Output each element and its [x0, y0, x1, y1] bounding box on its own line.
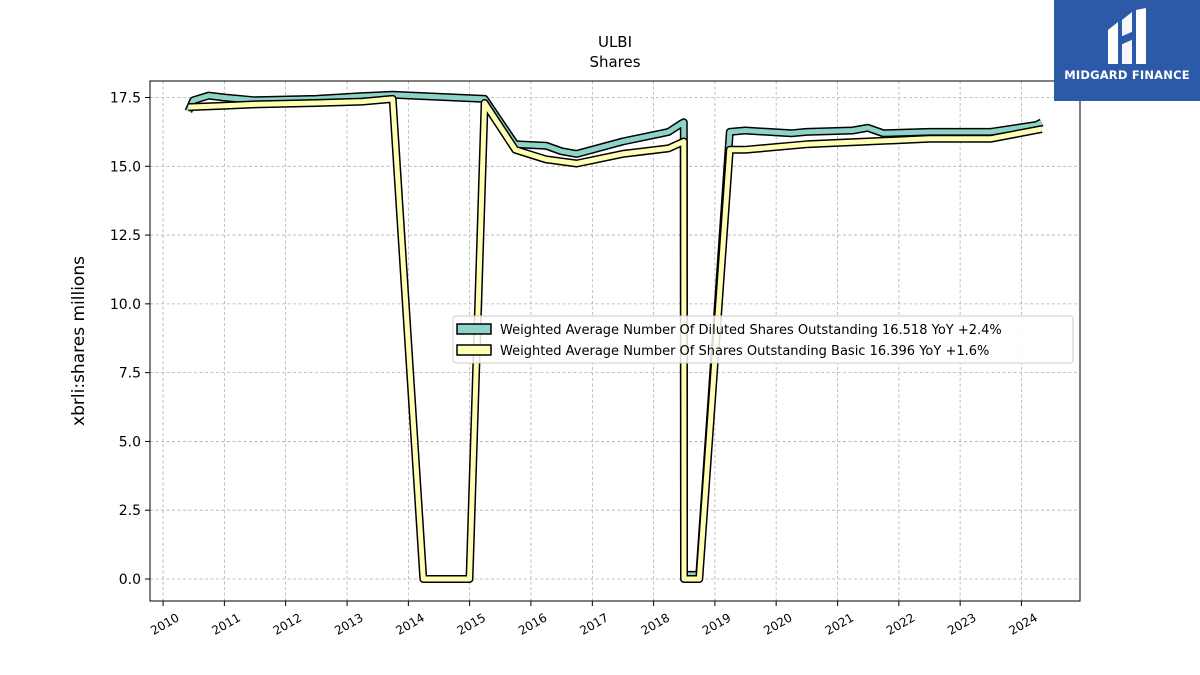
y-tick-label: 12.5 [110, 228, 141, 244]
y-tick-label: 17.5 [110, 91, 141, 107]
x-tick-label: 2010 [148, 610, 181, 637]
plot-area: 0.0 2.5 5.0 7.5 10.0 12.5 15.0 17.5 2010 2011 2012… [110, 80, 1081, 638]
x-tick-label: 2020 [761, 610, 794, 637]
x-tick-label: 2015 [455, 610, 488, 637]
y-tick-label: 15.0 [110, 159, 141, 175]
legend-label-1: Weighted Average Number Of Shares Outsta… [500, 344, 989, 359]
midgard-finance-logo-icon [1108, 8, 1146, 64]
axes-frame [149, 80, 1081, 602]
x-tick-label: 2014 [393, 610, 426, 637]
series-line-0 [186, 92, 1043, 578]
y-tick-label: 2.5 [119, 503, 141, 519]
legend-box [452, 315, 1074, 364]
x-tick-label: 2024 [1006, 610, 1039, 637]
y-axis-label: xbrli:shares millions [69, 256, 89, 426]
x-tick-label: 2019 [700, 610, 733, 637]
legend: Weighted Average Number Of Diluted Share… [452, 315, 1074, 364]
x-tick-label: 2011 [209, 610, 242, 637]
brand-name: MIDGARD FINANCE [1064, 68, 1190, 82]
x-tick-label: 2018 [639, 610, 672, 637]
x-tick-label: 2021 [823, 610, 856, 637]
legend-swatch-1 [456, 344, 492, 356]
chart-title: ULBI [598, 33, 632, 51]
x-tick-label: 2012 [271, 610, 304, 637]
series-line-1 [188, 96, 1043, 582]
x-tick-label: 2017 [577, 610, 610, 637]
y-tick-label: 10.0 [110, 297, 141, 313]
x-tick-label: 2013 [332, 610, 365, 637]
chart-subtitle: Shares [589, 53, 640, 71]
y-tick-label: 0.0 [119, 572, 141, 588]
y-tick-label: 5.0 [119, 434, 141, 450]
brand-logo: MIDGARD FINANCE [1054, 0, 1200, 101]
legend-swatch-0 [456, 323, 492, 335]
y-tick-label: 7.5 [119, 366, 141, 382]
x-tick-label: 2022 [884, 610, 917, 637]
x-tick-label: 2016 [516, 610, 549, 637]
legend-label-0: Weighted Average Number Of Diluted Share… [500, 323, 1002, 338]
x-tick-label: 2023 [945, 610, 978, 637]
